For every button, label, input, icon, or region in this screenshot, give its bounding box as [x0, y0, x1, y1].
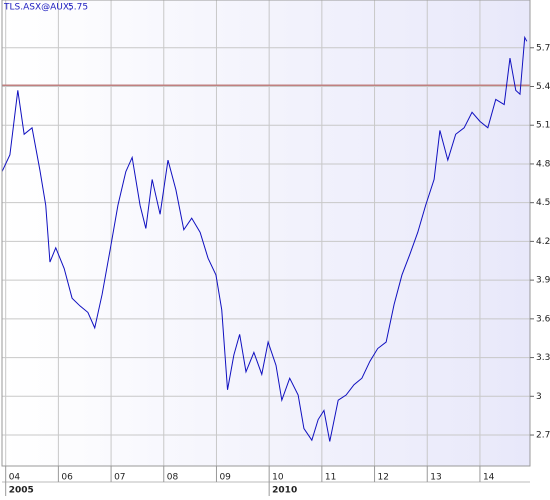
y-tick-label: 3.3: [536, 353, 550, 363]
price-line: [1, 35, 528, 442]
x-tick-label: 07: [114, 473, 125, 483]
y-tick-label: 2.7: [536, 431, 550, 441]
y-tick-label: 3.9: [536, 276, 550, 286]
y-tick-label: 5.1: [536, 121, 550, 131]
y-tick-label: 3: [536, 392, 542, 402]
x-tick-label: 13: [430, 473, 441, 483]
y-tick-label: 4.2: [536, 237, 550, 247]
plot-background: [2, 0, 530, 466]
x-tick-label: 10: [272, 473, 284, 483]
x-tick-label: 12: [378, 473, 389, 483]
y-tick-label: 3.6: [536, 314, 550, 324]
x-major-tick-label: 2010: [272, 486, 297, 496]
x-tick-label: 09: [219, 473, 231, 483]
y-tick-label: 4.8: [536, 159, 550, 169]
x-tick-label: 06: [61, 473, 73, 483]
grid: [2, 0, 530, 466]
y-tick-label: 4.5: [536, 198, 550, 208]
x-major-tick-label: 2005: [9, 486, 34, 496]
x-tick-label: 08: [167, 473, 179, 483]
chart-title: TLS.ASX@AUX;: [3, 3, 72, 13]
x-tick-label: 04: [9, 473, 21, 483]
y-tick-label: 5.7: [536, 43, 550, 53]
plot-frame: [1, 0, 531, 467]
marks: [1, 35, 530, 442]
x-tick-label: 14: [483, 473, 495, 483]
last-value: 5.75: [68, 3, 88, 13]
x-tick-label: 11: [325, 473, 336, 483]
y-tick-label: 5.4: [536, 82, 550, 92]
